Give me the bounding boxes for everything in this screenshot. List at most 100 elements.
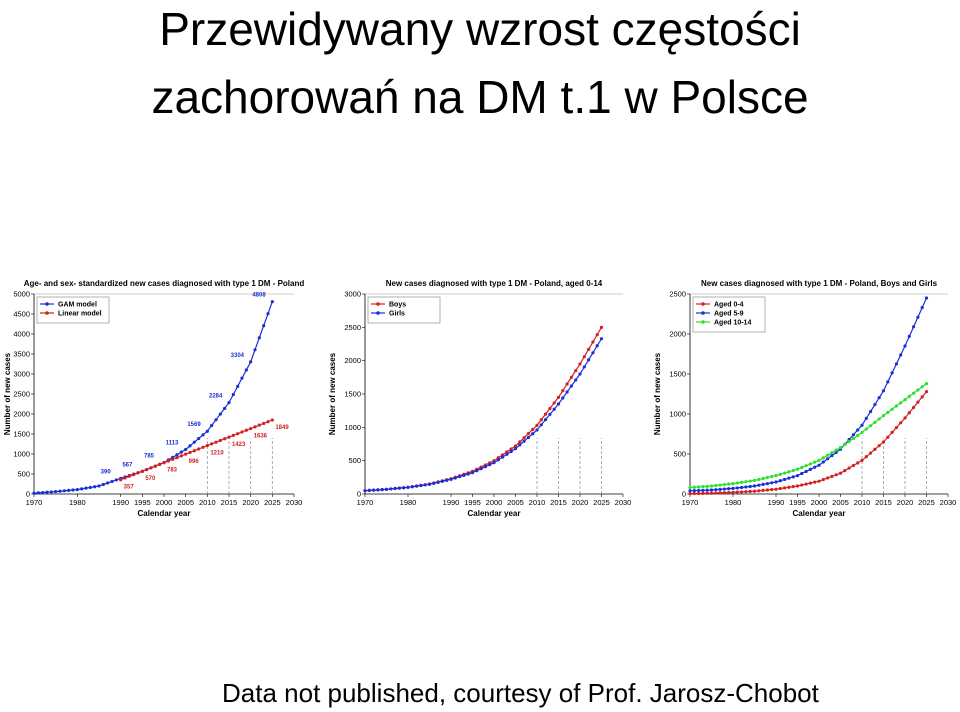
data-point [574, 369, 578, 373]
data-point [218, 412, 222, 416]
data-point [522, 439, 526, 443]
data-point [436, 480, 440, 484]
data-point [916, 400, 920, 404]
y-axis-label: Number of new cases [328, 352, 337, 435]
data-point [569, 384, 573, 388]
data-point [192, 440, 196, 444]
data-point [552, 407, 556, 411]
data-label: 1423 [232, 442, 246, 448]
data-point [363, 489, 367, 493]
data-point [227, 401, 231, 405]
data-point [752, 484, 757, 488]
data-point [804, 469, 808, 474]
x-tick-label: 2025 [264, 498, 281, 507]
data-point [744, 480, 748, 484]
data-point [244, 428, 248, 432]
data-point [210, 423, 214, 428]
y-tick-label: 500 [673, 450, 686, 459]
data-point [114, 478, 118, 482]
x-tick-label: 2010 [199, 498, 216, 507]
y-axis-label: Number of new cases [3, 352, 12, 435]
data-point [731, 482, 735, 486]
series-aged-0-4 [688, 390, 929, 496]
data-point [501, 455, 505, 459]
x-tick-label: 2005 [177, 498, 194, 507]
legend-label: Aged 0-4 [714, 302, 744, 309]
data-point [731, 486, 735, 490]
series-line [364, 326, 603, 492]
x-tick-label: 2025 [918, 498, 935, 507]
data-point [813, 480, 817, 484]
data-point [774, 487, 778, 491]
data-point [830, 474, 834, 478]
data-point [556, 402, 561, 406]
data-point [714, 483, 718, 488]
data-point [470, 471, 475, 475]
data-point [731, 490, 735, 494]
y-tick-label: 1500 [344, 390, 361, 399]
data-point [735, 481, 739, 485]
data-point [552, 401, 556, 405]
data-point [36, 491, 40, 495]
data-point [539, 418, 543, 422]
legend-label: Linear model [58, 311, 102, 318]
data-point [449, 477, 453, 481]
series-gam-model [32, 300, 274, 495]
data-label: 1113 [166, 440, 179, 446]
data-point [548, 406, 552, 411]
x-tick-label: 2000 [156, 498, 173, 507]
series-aged-10-14 [688, 382, 929, 490]
data-label: 4808 [252, 293, 266, 299]
legend-label: Girls [389, 311, 405, 318]
data-point [106, 481, 110, 485]
data-point [419, 483, 423, 488]
data-point [817, 458, 821, 462]
data-point [84, 486, 88, 490]
data-point [201, 445, 205, 449]
data-point [727, 490, 731, 495]
data-point [748, 489, 752, 494]
data-point [367, 488, 371, 492]
data-point [795, 484, 800, 488]
data-label: 1636 [254, 434, 268, 440]
data-point [740, 480, 744, 484]
data-point [821, 478, 825, 482]
x-tick-label: 2030 [286, 498, 303, 507]
data-point [432, 481, 436, 485]
chart-title: New cases diagnosed with type 1 DM - Pol… [386, 279, 603, 288]
data-label: 1210 [210, 451, 224, 457]
data-point [389, 487, 393, 491]
data-point [440, 479, 444, 483]
data-point [856, 461, 860, 465]
data-point [62, 489, 66, 493]
data-point [916, 388, 920, 392]
data-point [877, 444, 881, 448]
data-point [864, 455, 868, 459]
data-point [894, 426, 898, 430]
data-point [266, 312, 270, 316]
data-point [899, 401, 903, 405]
data-point [591, 351, 595, 355]
data-label: 996 [189, 459, 200, 465]
data-point [912, 325, 916, 329]
data-point [856, 433, 860, 438]
data-point [127, 474, 131, 478]
data-point [692, 489, 696, 493]
data-point [582, 365, 586, 369]
data-point [197, 447, 201, 451]
data-point [787, 485, 791, 489]
y-tick-label: 5000 [13, 290, 30, 299]
y-tick-label: 3500 [13, 350, 30, 359]
data-point [236, 432, 240, 436]
data-point [240, 430, 244, 434]
data-point [561, 389, 565, 393]
data-point [834, 448, 838, 452]
data-point [791, 468, 795, 473]
y-axis-label: Number of new cases [653, 352, 662, 435]
x-tick-label: 2030 [940, 498, 957, 507]
data-point [864, 416, 868, 420]
data-point [548, 412, 552, 416]
data-point [808, 462, 812, 466]
y-tick-label: 1000 [669, 410, 686, 419]
data-point [886, 410, 890, 414]
